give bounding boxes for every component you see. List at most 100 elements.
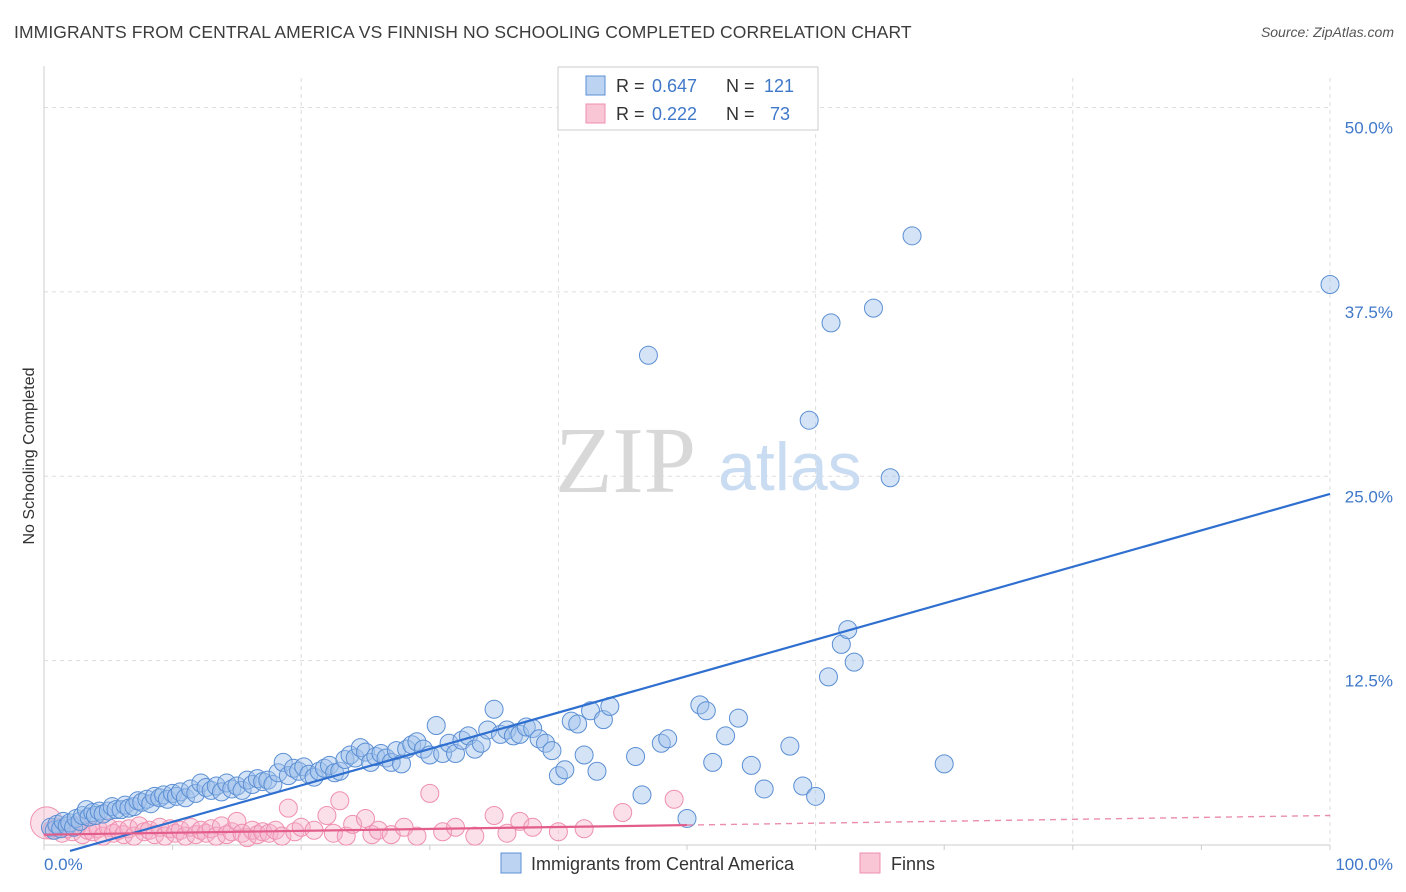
central-america-point-62 <box>314 758 334 778</box>
finns-point-67 <box>510 811 530 831</box>
legend-swatch-central-america <box>500 852 522 874</box>
finns-point-64 <box>465 826 485 846</box>
central-america-point-106 <box>574 745 594 765</box>
central-america-point-96 <box>510 724 530 744</box>
finns-point-52 <box>330 791 350 811</box>
stats-swatch-blue <box>585 75 606 96</box>
source-label: Source: ZipAtlas.com <box>1260 24 1394 40</box>
y-tick-label-0: 12.5% <box>1345 672 1393 691</box>
trend-line-finns-extended <box>686 814 1331 826</box>
central-america-point-121 <box>741 755 761 775</box>
central-america-point-133 <box>821 313 841 333</box>
central-america-point-92 <box>484 699 504 719</box>
finns-point-62 <box>433 822 453 842</box>
central-america-point-123 <box>780 736 800 756</box>
central-america-point-137 <box>880 468 900 488</box>
stats-n-value-2: 73 <box>770 104 790 124</box>
central-america-point-29 <box>150 788 170 808</box>
central-america-point-115 <box>677 808 697 828</box>
finns-point-53 <box>336 826 356 846</box>
finns-point-46 <box>278 798 298 818</box>
finns-point-65 <box>484 806 504 825</box>
central-america-point-44 <box>222 779 242 799</box>
trend-line-central-america <box>69 492 1331 852</box>
central-america-point-105 <box>568 714 588 734</box>
central-america-point-126 <box>818 667 838 687</box>
central-america-point-112 <box>632 785 652 805</box>
y-axis-label: No Schooling Completed <box>21 368 38 545</box>
central-america-point-101 <box>542 741 562 761</box>
stats-legend: R = 0.647 N = 121 R = 0.222 N = 73 <box>557 66 819 131</box>
finns-point-55 <box>356 808 375 828</box>
central-america-point-136 <box>1320 275 1340 294</box>
central-america-point-68 <box>345 748 365 768</box>
finns-point-51 <box>323 823 343 843</box>
finns-point-9 <box>83 822 103 842</box>
stats-r-label-2: R = <box>616 104 645 124</box>
bottom-legend: Immigrants from Central America Finns <box>500 852 935 874</box>
finns-point-35 <box>217 825 237 845</box>
central-america-point-35 <box>175 788 195 808</box>
central-america-point-130 <box>934 754 954 774</box>
central-america-point-37 <box>186 783 206 803</box>
chart-title: IMMIGRANTS FROM CENTRAL AMERICA VS FINNI… <box>14 22 912 42</box>
central-america-point-117 <box>696 701 716 721</box>
finns-point-71 <box>613 803 633 823</box>
central-america-point-120 <box>728 708 748 728</box>
finns-point-50 <box>317 806 337 825</box>
central-america-point-80 <box>407 732 427 752</box>
watermark-zip: ZIP <box>555 409 696 513</box>
finns-point-54 <box>343 814 363 834</box>
stats-r-value-2: 0.222 <box>652 104 697 124</box>
finns-point-37 <box>227 811 247 831</box>
x-tick-label-0: 0.0% <box>44 855 83 874</box>
legend-label-finns: Finns <box>891 854 935 874</box>
central-america-point-119 <box>716 726 736 746</box>
central-america-point-134 <box>863 298 883 318</box>
central-america-point-111 <box>626 747 646 766</box>
central-america-point-13 <box>83 803 103 823</box>
central-america-point-108 <box>587 761 607 781</box>
stats-n-label-1: N = <box>726 76 755 96</box>
trend-lines <box>43 492 1331 852</box>
legend-swatch-finns <box>859 852 881 874</box>
stats-n-label-2: N = <box>726 104 755 124</box>
finns-point-70 <box>574 819 594 839</box>
x-tick-label-1: 100.0% <box>1335 855 1393 874</box>
central-america-point-32 <box>163 783 183 803</box>
central-america-point-83 <box>426 716 446 736</box>
series-central-america-points <box>40 226 1340 840</box>
central-america-point-118 <box>703 752 723 772</box>
trend-line-finns <box>43 823 688 836</box>
central-america-point-129 <box>844 652 864 672</box>
central-america-point-70 <box>356 742 375 762</box>
stats-swatch-pink <box>585 103 606 124</box>
central-america-point-125 <box>806 786 826 806</box>
stats-n-value-1: 121 <box>764 76 794 96</box>
finns-point-34 <box>211 816 231 836</box>
watermark-atlas: atlas <box>718 429 862 505</box>
finns-point-60 <box>407 826 427 846</box>
central-america-point-67 <box>340 745 360 765</box>
central-america-point-122 <box>754 779 774 799</box>
stats-r-value-1: 0.647 <box>652 76 697 96</box>
central-america-point-131 <box>638 345 658 365</box>
central-america-point-39 <box>196 777 216 797</box>
finns-point-63 <box>446 817 466 837</box>
legend-label-central-america: Immigrants from Central America <box>531 854 795 874</box>
finns-point-61 <box>420 783 440 803</box>
y-tick-label-3: 50.0% <box>1345 119 1393 138</box>
finns-point-69 <box>548 822 568 842</box>
central-america-point-100 <box>536 733 556 753</box>
central-america-point-114 <box>658 729 678 749</box>
y-tick-label-1: 25.0% <box>1345 487 1393 506</box>
y-tick-label-2: 37.5% <box>1345 303 1393 322</box>
stats-r-label-1: R = <box>616 76 645 96</box>
central-america-point-135 <box>902 226 922 246</box>
central-america-point-46 <box>232 780 252 800</box>
central-america-point-132 <box>799 410 819 430</box>
central-america-point-124 <box>793 776 813 796</box>
central-america-point-103 <box>555 760 575 780</box>
finns-point-72 <box>664 789 684 809</box>
